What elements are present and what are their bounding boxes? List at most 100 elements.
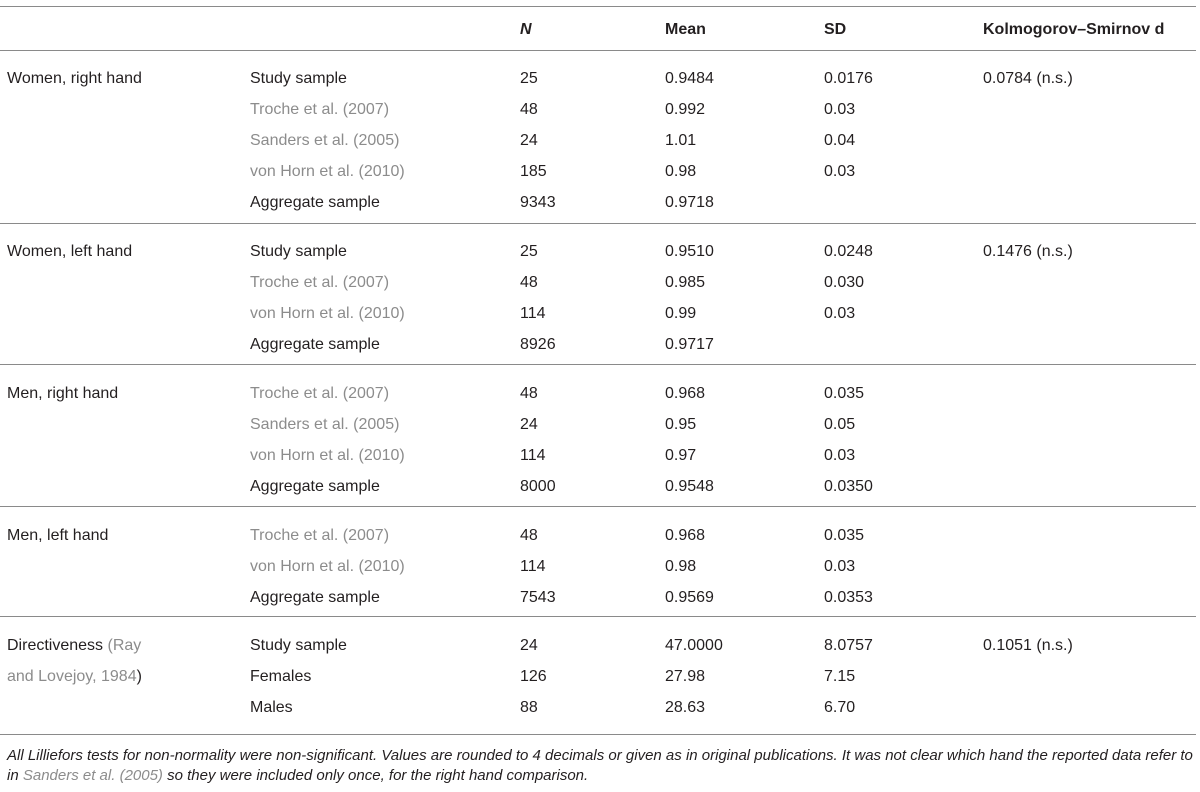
header-bottom-rule bbox=[0, 50, 1196, 51]
row-source: Aggregate sample bbox=[250, 336, 380, 353]
row-source: Aggregate sample bbox=[250, 589, 380, 606]
row-source: Study sample bbox=[250, 70, 347, 87]
row-n: 114 bbox=[520, 305, 546, 322]
row-mean: 0.97 bbox=[665, 447, 697, 464]
row-source-reference: Sanders et al. (2005) bbox=[250, 416, 400, 433]
table-top-rule bbox=[0, 6, 1196, 7]
row-mean: 0.95 bbox=[665, 416, 697, 433]
group-label-text: Directiveness bbox=[7, 637, 104, 654]
row-sd: 0.0353 bbox=[824, 589, 873, 606]
group-divider bbox=[0, 616, 1196, 617]
row-sd: 0.05 bbox=[824, 416, 856, 433]
row-sd: 0.03 bbox=[824, 101, 856, 118]
row-n: 126 bbox=[520, 668, 547, 685]
row-source: Study sample bbox=[250, 243, 347, 260]
row-source-reference: Troche et al. (2007) bbox=[250, 385, 390, 402]
row-mean: 1.01 bbox=[665, 132, 697, 149]
row-mean: 0.99 bbox=[665, 305, 697, 322]
row-n: 185 bbox=[520, 163, 547, 180]
row-mean: 0.98 bbox=[665, 163, 697, 180]
footnote-text: All Lilliefors tests for non-normality w… bbox=[7, 747, 1193, 784]
header-sd: SD bbox=[824, 21, 847, 38]
group-label-directiveness: Directiveness (Ray bbox=[7, 637, 141, 655]
row-source: Aggregate sample bbox=[250, 194, 380, 211]
row-mean: 0.9717 bbox=[665, 336, 714, 353]
group-label-women-left: Women, left hand bbox=[7, 243, 133, 260]
row-n: 25 bbox=[520, 243, 538, 260]
row-source-reference: von Horn et al. (2010) bbox=[250, 305, 405, 322]
row-source-reference: von Horn et al. (2010) bbox=[250, 447, 405, 464]
row-n: 25 bbox=[520, 70, 538, 87]
row-mean: 0.98 bbox=[665, 558, 697, 575]
row-sd: 0.030 bbox=[824, 274, 865, 291]
row-n: 88 bbox=[520, 699, 538, 716]
group-divider bbox=[0, 223, 1196, 224]
row-source: Aggregate sample bbox=[250, 478, 380, 495]
row-sd: 0.0176 bbox=[824, 70, 873, 87]
row-sd: 0.04 bbox=[824, 132, 856, 149]
row-sd: 7.15 bbox=[824, 668, 856, 685]
row-n: 7543 bbox=[520, 589, 556, 606]
group-label-men-left: Men, left hand bbox=[7, 527, 109, 544]
row-mean: 0.968 bbox=[665, 527, 706, 544]
row-sd: 0.0248 bbox=[824, 243, 873, 260]
row-mean: 0.985 bbox=[665, 274, 706, 291]
row-mean: 0.9484 bbox=[665, 70, 714, 87]
footnote-text: so they were included only once, for the… bbox=[162, 767, 589, 784]
row-mean: 47.0000 bbox=[665, 637, 723, 654]
group-label-women-right: Women, right hand bbox=[7, 70, 142, 87]
group-label-citation: (Ray bbox=[107, 637, 142, 654]
row-n: 114 bbox=[520, 558, 546, 575]
header-ks: Kolmogorov–Smirnov d bbox=[983, 21, 1165, 38]
row-source: Males bbox=[250, 699, 293, 716]
row-source-reference: Troche et al. (2007) bbox=[250, 527, 390, 544]
row-mean: 0.9718 bbox=[665, 194, 714, 211]
row-n: 48 bbox=[520, 274, 538, 291]
row-source-reference: von Horn et al. (2010) bbox=[250, 163, 405, 180]
footnote-citation[interactable]: Sanders et al. (2005) bbox=[22, 767, 163, 784]
row-source: Females bbox=[250, 668, 312, 685]
row-mean: 0.9510 bbox=[665, 243, 714, 260]
row-sd: 8.0757 bbox=[824, 637, 873, 654]
row-n: 8926 bbox=[520, 336, 556, 353]
row-source-reference: Troche et al. (2007) bbox=[250, 274, 390, 291]
group-divider bbox=[0, 506, 1196, 507]
group-label-text: ) bbox=[136, 668, 142, 685]
row-n: 24 bbox=[520, 416, 538, 433]
row-n: 48 bbox=[520, 101, 538, 118]
table-footnote: All Lilliefors tests for non-normality w… bbox=[7, 746, 1197, 786]
row-sd: 0.03 bbox=[824, 558, 856, 575]
row-sd: 0.03 bbox=[824, 447, 856, 464]
row-n: 24 bbox=[520, 637, 538, 654]
ks-value: 0.1051 (n.s.) bbox=[983, 637, 1073, 654]
header-n: N bbox=[520, 21, 532, 38]
row-n: 48 bbox=[520, 385, 538, 402]
group-label-directiveness-line2: and Lovejoy, 1984) bbox=[7, 668, 142, 686]
row-source-reference: Troche et al. (2007) bbox=[250, 101, 390, 118]
row-n: 48 bbox=[520, 527, 538, 544]
row-sd: 0.035 bbox=[824, 527, 865, 544]
row-mean: 27.98 bbox=[665, 668, 706, 685]
table-bottom-rule bbox=[0, 734, 1196, 735]
row-mean: 0.9569 bbox=[665, 589, 714, 606]
row-sd: 0.035 bbox=[824, 385, 865, 402]
row-mean: 0.968 bbox=[665, 385, 706, 402]
row-n: 24 bbox=[520, 132, 538, 149]
group-label-citation: and Lovejoy, 1984 bbox=[7, 668, 137, 685]
header-mean: Mean bbox=[665, 21, 706, 38]
row-mean: 0.992 bbox=[665, 101, 706, 118]
row-n: 8000 bbox=[520, 478, 556, 495]
row-sd: 6.70 bbox=[824, 699, 856, 716]
row-sd: 0.03 bbox=[824, 305, 856, 322]
row-source-reference: von Horn et al. (2010) bbox=[250, 558, 405, 575]
row-sd: 0.0350 bbox=[824, 478, 873, 495]
row-mean: 28.63 bbox=[665, 699, 706, 716]
row-source-reference: Sanders et al. (2005) bbox=[250, 132, 400, 149]
row-source: Study sample bbox=[250, 637, 347, 654]
ks-value: 0.0784 (n.s.) bbox=[983, 70, 1073, 87]
ks-value: 0.1476 (n.s.) bbox=[983, 243, 1073, 260]
row-sd: 0.03 bbox=[824, 163, 856, 180]
row-n: 9343 bbox=[520, 194, 556, 211]
group-label-men-right: Men, right hand bbox=[7, 385, 119, 402]
row-n: 114 bbox=[520, 447, 546, 464]
